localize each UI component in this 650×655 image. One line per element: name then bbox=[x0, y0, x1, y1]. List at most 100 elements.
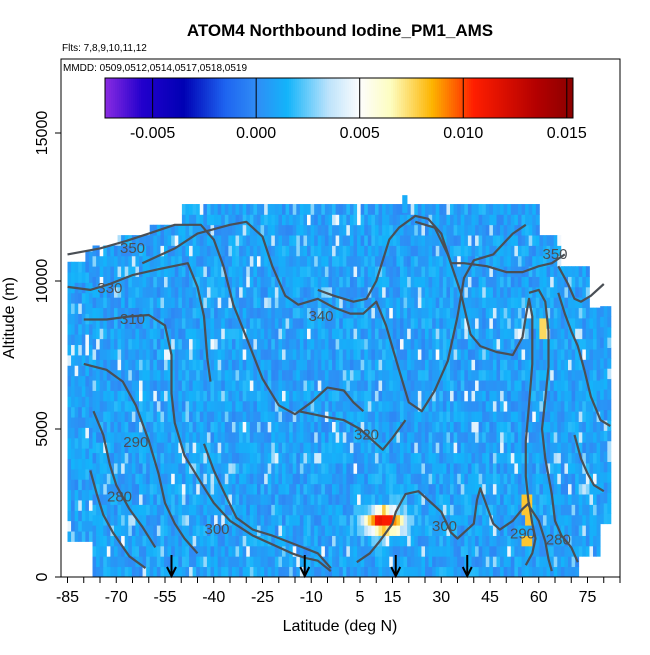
heatmap-cell bbox=[435, 235, 440, 246]
heatmap-cell bbox=[489, 369, 494, 381]
heatmap-cell bbox=[467, 411, 472, 422]
heatmap-cell bbox=[246, 431, 251, 443]
heatmap-cell bbox=[550, 452, 555, 464]
heatmap-cell bbox=[174, 338, 179, 350]
heatmap-cell bbox=[546, 235, 551, 246]
heatmap-cell bbox=[217, 545, 222, 557]
heatmap-cell bbox=[113, 483, 118, 495]
heatmap-cell bbox=[88, 479, 93, 491]
heatmap-cell bbox=[399, 411, 404, 422]
heatmap-cell bbox=[475, 286, 480, 298]
heatmap-cell bbox=[206, 494, 211, 505]
heatmap-cell bbox=[553, 473, 558, 485]
heatmap-cell bbox=[557, 400, 562, 412]
heatmap-cell bbox=[510, 463, 515, 474]
heatmap-cell bbox=[267, 525, 272, 536]
heatmap-cell bbox=[496, 431, 501, 443]
heatmap-cell bbox=[535, 525, 540, 536]
heatmap-cell bbox=[485, 463, 490, 474]
heatmap-cell bbox=[432, 483, 437, 495]
heatmap-cell bbox=[307, 473, 311, 485]
heatmap-cell bbox=[249, 204, 254, 215]
heatmap-cell bbox=[192, 349, 197, 360]
heatmap-cell bbox=[557, 483, 562, 495]
heatmap-cell bbox=[203, 452, 208, 464]
heatmap-cell bbox=[185, 514, 190, 526]
heatmap-cell bbox=[446, 204, 451, 215]
heatmap-cell bbox=[457, 286, 462, 298]
heatmap-cell bbox=[282, 328, 286, 340]
heatmap-cell bbox=[210, 473, 215, 485]
heatmap-cell bbox=[553, 442, 558, 454]
heatmap-cell bbox=[407, 338, 412, 350]
heatmap-cell bbox=[303, 463, 308, 474]
heatmap-cell bbox=[303, 390, 308, 402]
heatmap-cell bbox=[475, 473, 480, 485]
heatmap-cell bbox=[221, 452, 226, 464]
heatmap-cell bbox=[310, 535, 315, 547]
heatmap-cell bbox=[260, 328, 265, 340]
heatmap-cell bbox=[164, 421, 168, 433]
heatmap-cell bbox=[264, 266, 269, 277]
heatmap-cell bbox=[210, 255, 215, 267]
heatmap-cell bbox=[310, 421, 315, 433]
heatmap-cell bbox=[324, 369, 329, 381]
heatmap-cell bbox=[78, 500, 83, 511]
heatmap-cell bbox=[110, 556, 115, 568]
heatmap-cell bbox=[403, 566, 408, 577]
heatmap-cell bbox=[535, 452, 540, 464]
heatmap-cell bbox=[389, 380, 394, 391]
heatmap-cell bbox=[324, 452, 329, 464]
heatmap-cell bbox=[521, 297, 526, 309]
heatmap-cell bbox=[239, 452, 244, 464]
heatmap-cell bbox=[96, 245, 101, 257]
heatmap-cell bbox=[285, 483, 290, 495]
heatmap-cell bbox=[414, 514, 419, 526]
heatmap-cell bbox=[399, 235, 404, 246]
heatmap-cell bbox=[307, 514, 311, 526]
heatmap-cell bbox=[550, 504, 555, 516]
heatmap-cell bbox=[568, 349, 572, 360]
heatmap-cell bbox=[310, 483, 315, 495]
heatmap-cell bbox=[371, 400, 376, 412]
heatmap-cell bbox=[92, 400, 97, 412]
heatmap-cell bbox=[360, 545, 365, 557]
heatmap-cell bbox=[139, 483, 143, 495]
heatmap-cell bbox=[142, 338, 147, 350]
heatmap-cell bbox=[307, 359, 311, 371]
heatmap-cell bbox=[374, 204, 379, 215]
heatmap-cell bbox=[314, 349, 319, 360]
heatmap-cell bbox=[217, 349, 222, 360]
heatmap-cell bbox=[385, 411, 390, 422]
heatmap-cell bbox=[385, 204, 390, 215]
heatmap-cell bbox=[146, 359, 151, 371]
heatmap-cell bbox=[110, 473, 115, 485]
heatmap-cell bbox=[378, 328, 383, 340]
heatmap-cell bbox=[321, 556, 326, 568]
heatmap-cell bbox=[217, 276, 222, 288]
heatmap-cell bbox=[564, 349, 569, 360]
heatmap-cell bbox=[557, 338, 562, 350]
heatmap-cell bbox=[106, 442, 111, 454]
heatmap-cell bbox=[303, 266, 308, 277]
heatmap-cell bbox=[292, 411, 297, 422]
heatmap-cell bbox=[135, 566, 140, 577]
heatmap-cell bbox=[160, 359, 165, 371]
heatmap-cell bbox=[88, 334, 93, 346]
heatmap-cell bbox=[514, 307, 519, 319]
heatmap-cell bbox=[417, 400, 422, 412]
heatmap-cell bbox=[206, 255, 211, 267]
heatmap-cell bbox=[389, 545, 394, 557]
heatmap-cell bbox=[339, 494, 344, 505]
heatmap-cell bbox=[367, 266, 372, 277]
heatmap-cell bbox=[139, 328, 143, 340]
heatmap-cell bbox=[88, 417, 93, 428]
heatmap-cell bbox=[560, 286, 565, 298]
heatmap-cell bbox=[428, 566, 433, 577]
heatmap-cell bbox=[560, 483, 565, 495]
heatmap-cell bbox=[206, 431, 211, 443]
heatmap-cell bbox=[139, 369, 143, 381]
heatmap-cell bbox=[389, 286, 394, 298]
heatmap-cell bbox=[460, 204, 465, 215]
heatmap-cell bbox=[214, 504, 219, 516]
